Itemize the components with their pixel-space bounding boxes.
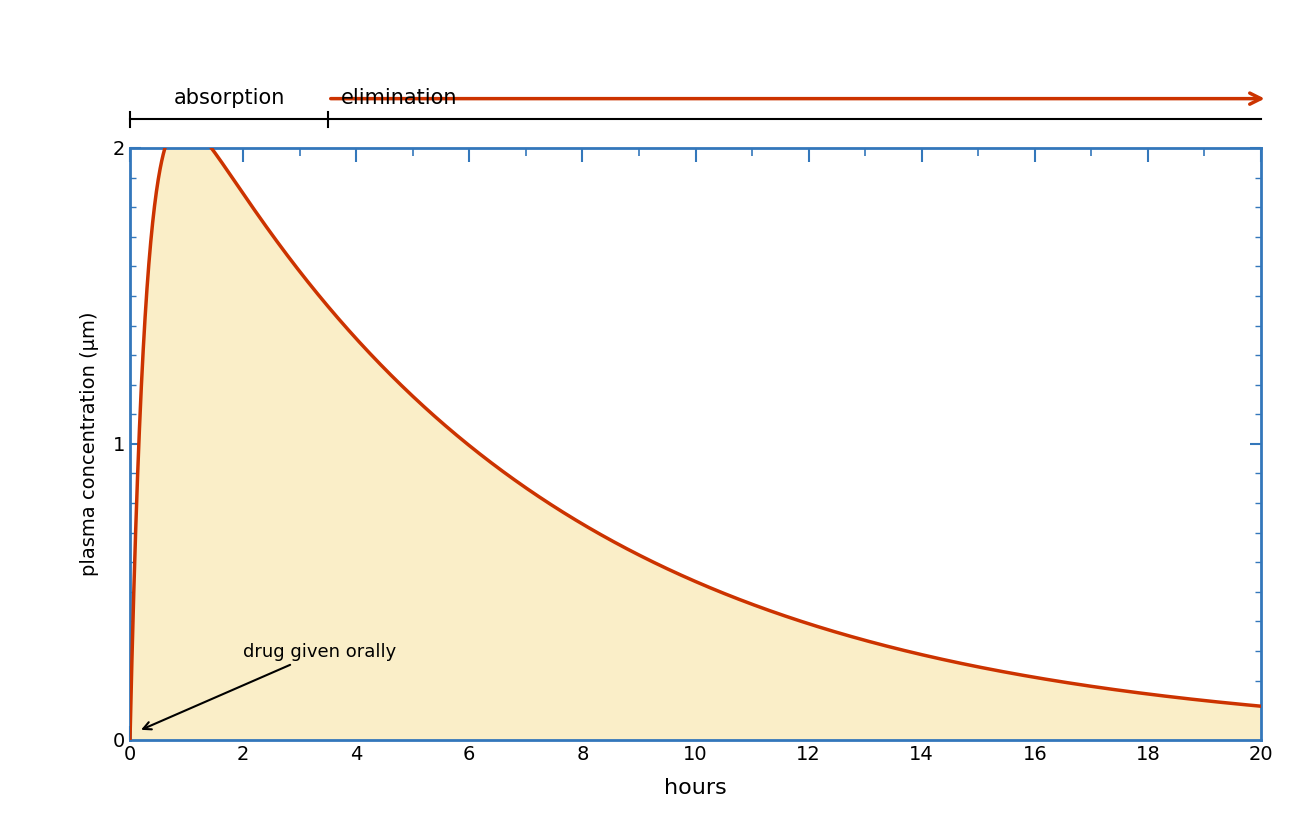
Text: drug given orally: drug given orally: [143, 643, 396, 729]
X-axis label: hours: hours: [664, 778, 727, 797]
Text: elimination: elimination: [341, 88, 458, 108]
Y-axis label: plasma concentration (μm): plasma concentration (μm): [79, 312, 99, 576]
Text: absorption: absorption: [173, 88, 285, 108]
